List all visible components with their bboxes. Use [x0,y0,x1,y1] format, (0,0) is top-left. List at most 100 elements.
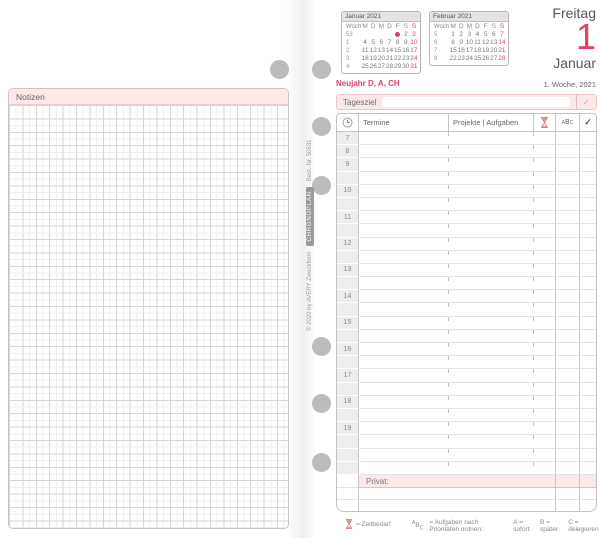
termine-cell [359,158,449,172]
time-cell: 7 [337,132,359,146]
abc-b: B [415,522,420,530]
zeitbedarf-cell [534,224,556,238]
calendar-day-cell: 9 [403,39,408,46]
calendar-week-header: Woche [434,24,449,30]
abc-cell [556,343,580,357]
calendar-day-header: S [403,23,408,30]
punch-hole [311,59,331,79]
abc-cell [556,435,580,449]
check-cell [580,145,596,159]
calendar-day-cell: 14 [385,47,394,54]
schedule-row: 7 [337,132,596,146]
calendar-day-cell: 8 [395,39,400,46]
projekte-cell [449,197,534,212]
calendar-day-header: D [458,23,464,30]
time-cell [337,461,359,475]
calendar-day-header: D [387,23,392,30]
calendar-day-cell: 18 [473,47,482,54]
notes-title: Notizen [16,91,45,102]
termine-cell [359,132,449,146]
schedule-row: 11 [337,211,596,225]
abc-cell [556,369,580,383]
calendar-day-cell: 19 [369,55,377,62]
calendar-day-cell: 7 [387,39,392,46]
check-cell [580,238,596,251]
mini-calendars: Januar 2021WocheMDMDFSS53231456789102111… [341,11,509,74]
privat-label: Privat: [366,476,389,486]
calendar-day-cell: 13 [490,39,498,46]
check-cell [580,198,596,212]
extra-row [337,500,596,511]
check-cell [580,185,596,198]
termine-cell [359,500,449,511]
projekte-cell [449,237,534,251]
projekte-cell [449,461,534,475]
check-cell [580,211,596,225]
calendar-title: Januar 2021 [342,12,420,22]
calendar-day-cell: 14 [498,39,506,46]
projekte-cell [449,343,534,357]
zeitbedarf-cell [534,303,556,317]
termine-cell [359,435,449,449]
calendar-day-cell: 27 [377,63,385,70]
schedule-row: 9 [337,158,596,172]
abc-cell [556,382,580,396]
calendar-day-cell: 15 [394,47,402,54]
zeitbedarf-cell [534,356,556,370]
calendar-week-number: 3 [346,56,350,62]
privat-label-cell: Privat: [359,474,556,489]
calendar-day-header: M [378,23,385,30]
check-cell [580,264,596,278]
projekte-cell [449,329,534,343]
calendar-day-cell: 7 [500,31,504,38]
calendar-day-cell: 4 [475,31,480,38]
calendar-day-cell: 5 [483,31,488,38]
zeitbedarf-cell [534,422,556,436]
projekte-column-header: Projekte | Aufgaben [449,114,534,131]
schedule-row: 16 [337,343,596,357]
termine-cell [359,290,449,304]
today-marker-dot [395,31,401,37]
notes-header: Notizen [9,89,288,105]
calendar-day-cell: 11 [361,47,369,54]
calendar-day-cell: 21 [498,47,506,54]
calendar-day-cell: 27 [490,55,498,62]
zeitbedarf-cell [534,343,556,357]
abc-legend-item: B = später [539,519,559,533]
calendar-day-cell: 17 [465,47,473,54]
termine-cell [359,263,449,278]
abc-cell [556,448,580,462]
time-cell [337,448,359,462]
termine-cell [359,461,449,475]
calendar-grid: WocheMDMDFSS5323145678910211121314151617… [342,22,420,73]
calendar-day-cell: 24 [410,55,418,62]
zeitbedarf-cell [534,369,556,383]
calendar-week-header: Woche [346,24,361,30]
calendar-week-number: 7 [434,48,438,54]
time-cell: 9 [337,158,359,172]
calendar-day-cell: 3 [412,31,416,38]
projekte-cell [449,369,534,383]
check-cell [580,290,596,304]
abc-cell [556,422,580,436]
zeitbedarf-cell [534,448,556,462]
calendar-day-cell: 23 [457,55,465,62]
schedule-row [337,408,596,423]
projekte-cell [449,395,534,409]
zeitbedarf-legend: = Zeitbedarf [345,519,391,529]
punch-hole [311,452,331,472]
tagesziel-divider [576,95,577,109]
schedule-row [337,171,596,185]
page-gutter-shadow [286,0,316,538]
check-cell [580,224,596,238]
abc-legend-item: C = delegieren [568,519,599,533]
calendar-day-cell: 22 [449,55,457,62]
check-cell [580,435,596,449]
zeitbedarf-cell [534,197,556,212]
termine-cell [359,356,449,370]
calendar-day-header: D [475,23,480,30]
calendar-day-cell: 21 [385,55,394,62]
calendar-title: Februar 2021 [430,12,508,22]
schedule-row [337,303,596,317]
schedule-row [337,224,596,238]
